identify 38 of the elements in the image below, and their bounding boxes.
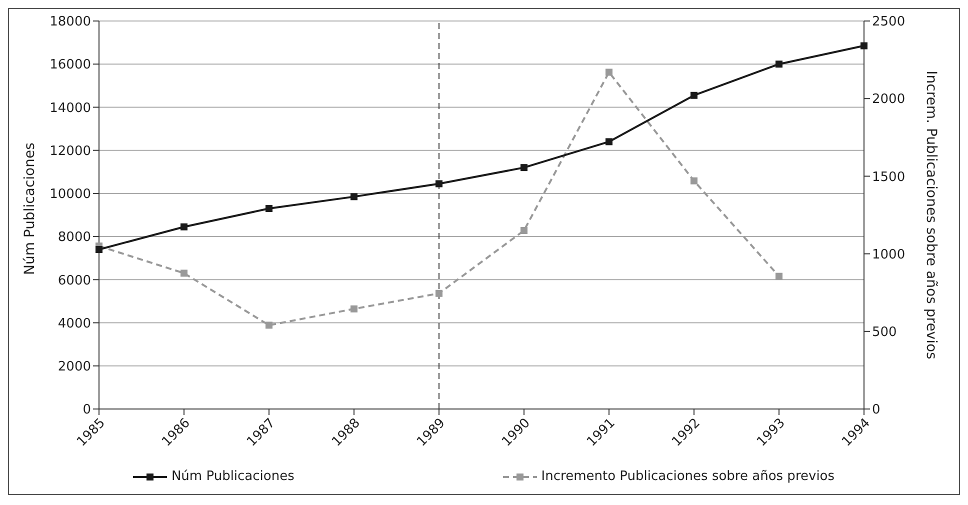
- point: [690, 177, 698, 184]
- point: [350, 305, 358, 312]
- y2-tick-label: 1500: [872, 170, 906, 185]
- point: [436, 290, 442, 297]
- point: [606, 138, 612, 146]
- y-tick-label: 4000: [58, 316, 91, 332]
- y-tick-label: 0: [82, 402, 91, 418]
- point: [350, 193, 358, 200]
- legend-label: Incremento Publicaciones sobre años previos: [540, 469, 835, 484]
- y-tick-label: 18000: [50, 14, 91, 30]
- point: [520, 164, 528, 172]
- point: [266, 205, 272, 212]
- y2-tick-label: 0: [872, 402, 880, 418]
- y-axis-title: Núm Publicaciones: [22, 142, 38, 275]
- y-tick-label: 6000: [58, 273, 91, 288]
- y-tick-label: 2000: [58, 360, 91, 375]
- y2-axis-title: Increm. Publicaciones sobre años previos: [923, 70, 939, 360]
- point: [96, 246, 102, 253]
- point: [776, 60, 782, 68]
- legend-label: Núm Publicaciones: [170, 469, 294, 484]
- point: [180, 223, 188, 230]
- point: [266, 322, 272, 329]
- y-tick-label: 10000: [50, 187, 91, 202]
- y-tick-label: 16000: [50, 58, 91, 73]
- point: [776, 272, 782, 280]
- y-tick-label: 8000: [58, 230, 91, 246]
- y2-tick-label: 2500: [872, 14, 906, 30]
- point: [436, 180, 442, 188]
- point: [690, 92, 698, 99]
- point: [606, 68, 612, 76]
- y2-tick-label: 2000: [872, 92, 906, 108]
- y2-tick-label: 1000: [872, 247, 906, 262]
- y2-tick-label: 500: [872, 325, 897, 340]
- point: [180, 270, 188, 277]
- y-tick-label: 14000: [50, 100, 91, 116]
- point: [520, 227, 528, 234]
- point: [860, 42, 868, 50]
- y-tick-label: 12000: [50, 144, 91, 159]
